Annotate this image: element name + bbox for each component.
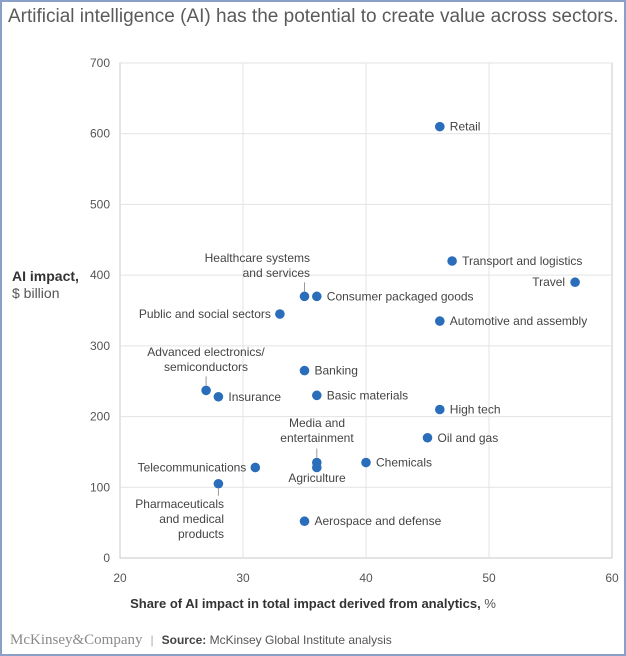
data-label: Pharmaceuticals and medical products [135,497,224,541]
data-label: Advanced electronics/semiconductors [147,345,265,374]
data-label: Public and social sectors [139,307,271,321]
y-tick-label: 500 [90,197,110,211]
x-tick-label: 20 [113,571,127,585]
data-label: Transport and logistics [462,254,582,268]
data-point [275,309,285,319]
x-tick-label: 40 [359,571,373,585]
data-point [312,390,322,401]
data-label: Travel [532,275,565,289]
data-label: Healthcare systems and services [205,251,310,280]
data-label: Basic materials [327,388,408,402]
data-label: Oil and gas [438,431,499,445]
brand-logo: McKinsey&Company [10,632,143,648]
data-point [213,391,224,402]
y-tick-label: 400 [90,268,110,282]
data-point [435,316,445,326]
footer-separator: | [150,633,154,647]
y-tick-label: 0 [103,551,110,565]
data-point [435,404,445,415]
data-point [299,365,310,376]
data-label: Banking [315,364,358,378]
data-point [422,432,433,443]
x-tick-label: 50 [482,571,496,585]
data-label: High tech [450,403,501,417]
data-point [312,462,322,473]
x-axis-unit: % [484,596,496,611]
y-tick-label: 600 [90,127,110,141]
x-tick-label: 60 [605,571,619,585]
data-point [312,291,322,302]
data-point [447,256,457,266]
data-label: Media and entertainment [280,416,354,445]
source-label: Source: [161,633,207,647]
data-label: Insurance [228,390,281,404]
data-point [435,121,445,132]
data-point [250,462,261,473]
footer: McKinsey&Company | Source: McKinsey Global… [10,632,392,649]
y-axis-label: AI impact, [12,268,79,284]
x-axis-label-row: Share of AI impact in total impact deriv… [0,596,626,611]
data-point [570,277,580,288]
data-point [361,457,371,468]
data-point [299,291,310,302]
data-label: Automotive and assembly [450,314,587,328]
y-tick-label: 100 [90,480,110,494]
page-title: Artificial intelligence (AI) has the pot… [8,6,619,27]
data-label: Chemicals [376,456,432,470]
y-tick-label: 700 [90,56,110,70]
data-label: Aerospace and defense [315,514,442,528]
x-axis-label: Share of AI impact in total impact deriv… [130,596,481,611]
y-tick-label: 200 [90,410,110,424]
y-tick-label: 300 [90,339,110,353]
data-label: Agriculture [288,471,346,485]
data-point [299,516,310,527]
x-tick-label: 30 [236,571,250,585]
y-axis-unit: $ billion [12,285,60,301]
data-label: Retail [450,120,481,134]
source-text: McKinsey Global Institute analysis [209,633,392,647]
data-point [201,385,211,396]
data-label: Telecommunications [138,460,247,474]
data-label: Consumer packaged goods [327,289,474,303]
data-point [213,478,224,489]
